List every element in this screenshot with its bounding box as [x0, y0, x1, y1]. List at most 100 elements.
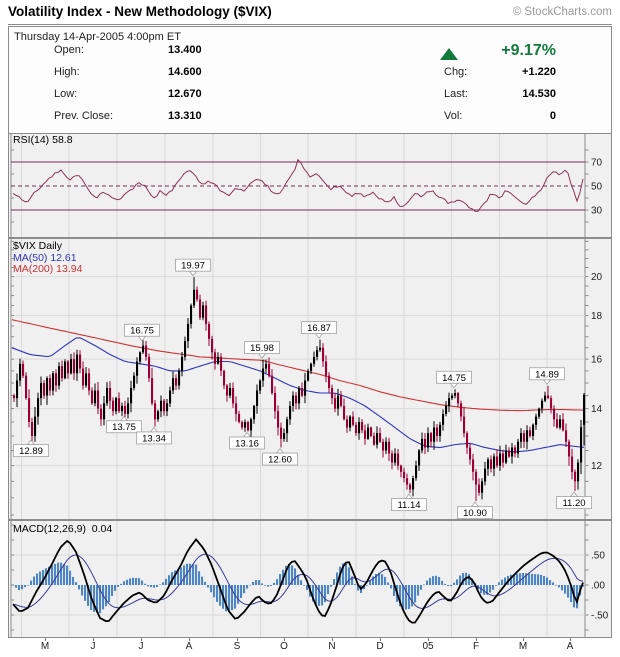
- candle: [211, 338, 214, 353]
- candle: [337, 395, 340, 409]
- candle: [550, 398, 553, 409]
- candle: [28, 398, 31, 423]
- x-axis-month-label: J: [138, 641, 144, 652]
- candle: [430, 433, 433, 442]
- candle: [271, 375, 274, 394]
- candle: [358, 422, 361, 434]
- candle: [376, 433, 379, 445]
- candle: [406, 478, 409, 485]
- x-axis-months: M J J A S O N D 05 F M A: [0, 637, 620, 657]
- candle: [238, 413, 241, 423]
- price-annotation: 13.34: [142, 433, 166, 444]
- x-axis-month-label: A: [566, 641, 574, 652]
- candle: [82, 368, 85, 386]
- candle: [37, 398, 40, 417]
- candle: [514, 447, 517, 454]
- candle: [208, 323, 211, 339]
- macd-label: MACD(12,26,9) 0.04: [13, 523, 113, 535]
- x-axis-tick: [93, 637, 94, 641]
- candle: [538, 408, 541, 417]
- price-panel: 12.89 13.75 16.75 13.34 19.97 13.16 15.98 12.60…: [9, 239, 611, 519]
- candle: [313, 356, 316, 364]
- candle: [574, 471, 577, 482]
- x-axis-month-label: O: [280, 641, 288, 652]
- candle: [316, 350, 319, 357]
- candle: [301, 388, 304, 396]
- candle: [397, 453, 400, 466]
- candle: [400, 465, 403, 472]
- candle: [145, 345, 148, 357]
- candle: [475, 471, 478, 485]
- candle: [85, 373, 88, 386]
- price-symbol-label: $VIX Daily: [13, 240, 63, 252]
- quote-label: High:: [54, 66, 80, 78]
- candle: [385, 441, 388, 451]
- y-axis-label: 30: [591, 206, 603, 217]
- candle: [343, 405, 346, 420]
- candle: [505, 450, 508, 463]
- x-axis-tick: [141, 637, 142, 641]
- candle: [184, 341, 187, 357]
- candle: [106, 388, 109, 404]
- x-axis-month-label: J: [90, 641, 96, 652]
- candle: [16, 380, 19, 399]
- quote-value: 0: [549, 110, 556, 122]
- y-axis-label: -.50: [591, 611, 609, 622]
- candle: [241, 422, 244, 428]
- candle: [529, 430, 532, 436]
- candle: [547, 395, 550, 399]
- candle: [121, 405, 124, 412]
- price-annotation: 13.75: [112, 422, 136, 433]
- candle: [109, 388, 112, 401]
- candle: [64, 361, 67, 379]
- candle: [553, 408, 556, 420]
- candle: [58, 366, 61, 386]
- candle: [295, 395, 298, 404]
- candle: [118, 398, 121, 412]
- price-annotation: 16.75: [130, 326, 154, 337]
- candle: [460, 403, 463, 417]
- x-axis-tick: [332, 637, 333, 641]
- candle: [175, 378, 178, 386]
- panel-divider: [9, 237, 611, 239]
- x-axis-month-label: S: [233, 641, 241, 652]
- x-axis-tick: [428, 637, 429, 641]
- quote-panel: [9, 27, 611, 133]
- x-axis-tick: [284, 637, 285, 641]
- candle: [499, 453, 502, 466]
- macd-panel: .50 .00 -.50: [9, 521, 611, 637]
- candle: [214, 352, 217, 364]
- candle: [148, 356, 151, 379]
- candle: [67, 361, 70, 374]
- x-axis-tick: [380, 637, 381, 641]
- x-axis-month-label: D: [376, 641, 384, 652]
- candle: [61, 366, 64, 379]
- candle: [409, 484, 412, 490]
- y-axis-label: 16: [591, 355, 603, 366]
- candle: [187, 323, 190, 342]
- candle: [253, 405, 256, 420]
- price-annotation-box: [13, 444, 49, 458]
- candle: [469, 447, 472, 460]
- candle: [256, 390, 259, 406]
- candle: [361, 422, 364, 431]
- candle: [523, 433, 526, 442]
- candle: [139, 352, 142, 362]
- price-annotation-box: [391, 498, 427, 512]
- candle: [169, 390, 172, 404]
- price-annotation-box: [136, 431, 172, 445]
- quote-value: 12.670: [168, 88, 202, 100]
- quote-date: Thursday 14-Apr-2005 4:00pm ET: [14, 31, 181, 43]
- price-annotation: 12.89: [19, 446, 43, 457]
- candle: [112, 400, 115, 412]
- candle: [391, 453, 394, 463]
- price-annotation-box: [556, 496, 592, 510]
- x-axis-month-label: M: [518, 641, 528, 652]
- candle: [310, 363, 313, 371]
- candle: [484, 468, 487, 482]
- quote-label: Last:: [444, 88, 468, 100]
- candle: [304, 380, 307, 396]
- candle: [454, 393, 457, 396]
- price-annotation: 15.98: [250, 343, 274, 354]
